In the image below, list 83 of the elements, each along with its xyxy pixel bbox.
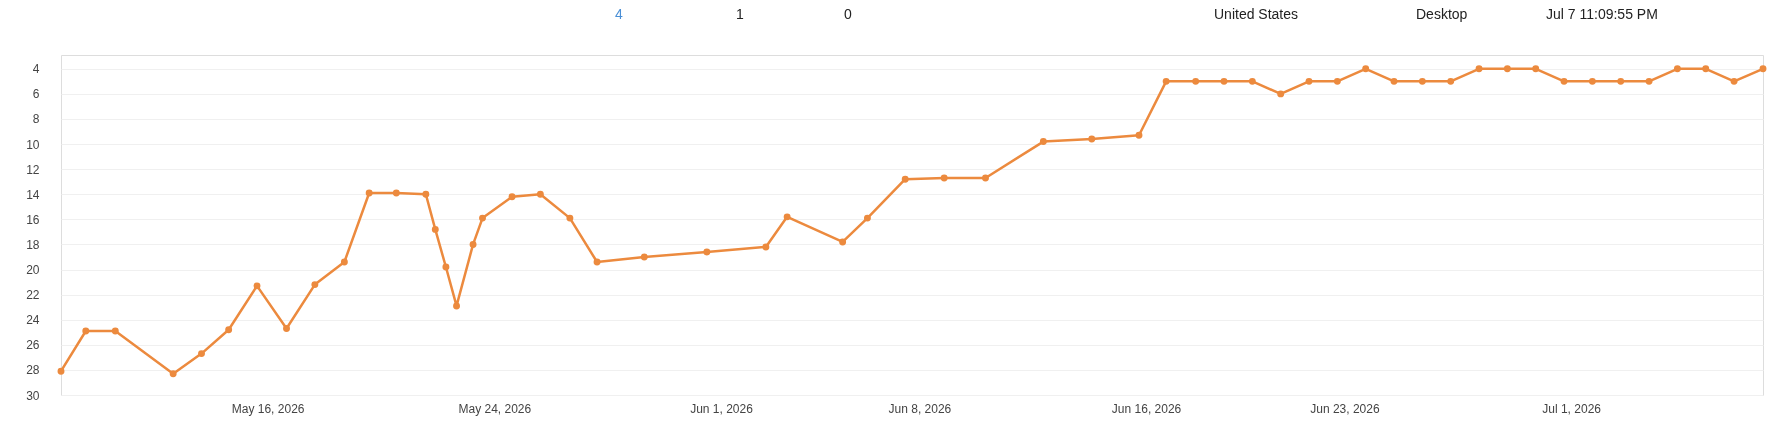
x-tick-label: May 16, 2026 bbox=[231, 401, 305, 416]
y-tick-label: 28 bbox=[26, 363, 40, 378]
point bbox=[1475, 65, 1483, 73]
point bbox=[1088, 135, 1096, 143]
point bbox=[1503, 65, 1511, 73]
y-tick-label: 10 bbox=[26, 137, 40, 152]
point bbox=[442, 263, 450, 271]
point bbox=[111, 327, 119, 335]
y-tick-label: 26 bbox=[26, 338, 40, 353]
point bbox=[225, 326, 233, 334]
point bbox=[1532, 65, 1540, 73]
y-tick-label: 4 bbox=[32, 62, 40, 77]
point bbox=[1362, 65, 1370, 73]
y-tick-label: 16 bbox=[26, 212, 40, 227]
y-tick-label: 30 bbox=[26, 388, 40, 403]
point bbox=[198, 350, 205, 358]
text: Jul 7 11:09:55 PM bbox=[1546, 6, 1658, 22]
y-tick-label: 24 bbox=[26, 313, 40, 328]
point bbox=[1560, 77, 1568, 85]
y-tick-label: 18 bbox=[26, 237, 40, 252]
point bbox=[1759, 65, 1767, 73]
point bbox=[1135, 131, 1143, 139]
y-tick-label: 20 bbox=[26, 263, 40, 278]
y-tick-label: 6 bbox=[32, 87, 40, 102]
x-tick-label: May 24, 2026 bbox=[458, 401, 532, 416]
x-tick-label: Jun 16, 2026 bbox=[1111, 401, 1182, 416]
point bbox=[1277, 90, 1285, 98]
point bbox=[940, 174, 948, 182]
point bbox=[566, 214, 574, 222]
point bbox=[783, 213, 791, 221]
text: 4 bbox=[615, 6, 623, 22]
text: 1 bbox=[736, 6, 744, 22]
point bbox=[1162, 77, 1170, 85]
point bbox=[283, 325, 290, 332]
y-tick-label: 8 bbox=[32, 112, 40, 127]
text: 0 bbox=[844, 6, 852, 22]
point bbox=[365, 189, 373, 197]
point bbox=[1418, 77, 1426, 85]
point bbox=[1730, 77, 1738, 85]
y-tick-label: 14 bbox=[26, 187, 40, 202]
point bbox=[169, 370, 177, 378]
point bbox=[1617, 77, 1625, 85]
point bbox=[1390, 77, 1398, 85]
point bbox=[901, 175, 909, 183]
point bbox=[1702, 65, 1710, 73]
point bbox=[536, 190, 544, 198]
point bbox=[762, 243, 770, 251]
point bbox=[1447, 77, 1455, 85]
text: United States bbox=[1214, 6, 1299, 22]
point bbox=[479, 214, 486, 222]
x-tick-label: Jun 8, 2026 bbox=[888, 401, 952, 416]
point bbox=[593, 258, 601, 266]
point bbox=[703, 248, 711, 256]
point bbox=[839, 238, 847, 246]
y-tick-label: 12 bbox=[26, 162, 40, 177]
point bbox=[863, 214, 871, 222]
point bbox=[1220, 77, 1228, 85]
point bbox=[340, 258, 348, 266]
point bbox=[1673, 65, 1681, 73]
point bbox=[57, 367, 65, 375]
point bbox=[82, 327, 90, 335]
point bbox=[982, 174, 989, 182]
point bbox=[311, 281, 319, 289]
point bbox=[1248, 77, 1256, 85]
point bbox=[508, 193, 516, 201]
point bbox=[1039, 138, 1047, 146]
point bbox=[1333, 77, 1341, 85]
x-tick-label: Jun 1, 2026 bbox=[690, 401, 754, 416]
point bbox=[392, 189, 400, 197]
point bbox=[1192, 77, 1200, 85]
point bbox=[1305, 77, 1313, 85]
point bbox=[640, 253, 648, 261]
point bbox=[253, 282, 261, 290]
text: Desktop bbox=[1416, 6, 1468, 22]
point bbox=[1588, 77, 1596, 85]
point bbox=[469, 240, 477, 248]
y-tick-label: 22 bbox=[26, 288, 40, 303]
x-tick-label: Jul 1, 2026 bbox=[1542, 401, 1602, 416]
x-tick-label: Jun 23, 2026 bbox=[1310, 401, 1380, 416]
point bbox=[453, 302, 460, 310]
point bbox=[422, 190, 430, 198]
point bbox=[1645, 77, 1653, 85]
point bbox=[431, 225, 439, 233]
